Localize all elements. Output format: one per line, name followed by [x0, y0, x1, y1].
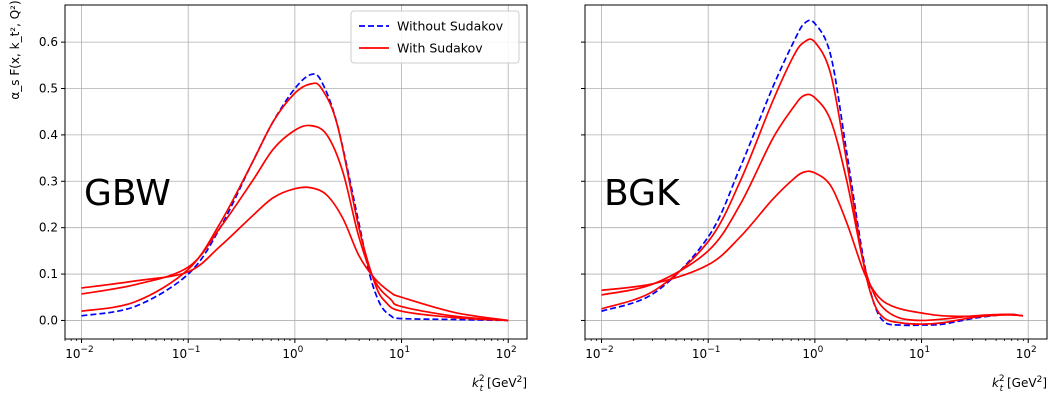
y-tick-label: 0.0	[39, 313, 58, 327]
with-sudakov-line-1	[81, 82, 509, 322]
x-tick-label: 101	[389, 345, 410, 361]
series-group	[81, 73, 509, 322]
y-tick-label: 0.6	[39, 35, 58, 49]
y-tick-label: 0.4	[39, 128, 58, 142]
x-tick-label: 102	[1016, 345, 1037, 361]
panel-label: GBW	[84, 173, 171, 214]
x-tick-label: 101	[909, 345, 930, 361]
y-axis: 0.0 0.1 0.2 0.3 0.4 0.5 0.6	[39, 35, 65, 327]
x-axis: 10−2 10−1 100 101 102	[64, 339, 517, 361]
legend-box	[350, 10, 520, 64]
x-tick-label: 102	[496, 345, 517, 361]
x-tick-label: 100	[282, 345, 303, 361]
y-axis-label: α_s F(x, k_t², Q²)	[8, 0, 22, 99]
without-sudakov-line-0	[601, 19, 1023, 327]
x-tick-label: 100	[802, 345, 823, 361]
x-axis-label: k2 t [GeV2]	[992, 374, 1047, 394]
with-sudakov-line-2	[81, 124, 509, 322]
grid	[585, 5, 1047, 339]
x-tick-label: 10−1	[692, 345, 721, 361]
axes-frame	[64, 4, 528, 340]
x-tick-label: 10−2	[65, 345, 94, 361]
with-sudakov-line-2	[601, 93, 1023, 322]
y-tick-label: 0.5	[39, 82, 58, 96]
x-tick-label: 10−2	[585, 345, 614, 361]
series-group	[601, 19, 1023, 327]
x-axis-label: k2 t [GeV2]	[472, 374, 527, 394]
chart-panel-gbw: 0.0 0.1 0.2 0.3 0.4 0.5 0.6 10−2 10−1 100 101 102 k2…	[8, 0, 528, 394]
y-axis	[581, 41, 585, 321]
axes-frame	[584, 4, 1048, 340]
legend: Without Sudakov With Sudakov	[350, 10, 520, 64]
panel-label: BGK	[604, 173, 681, 214]
y-tick-label: 0.3	[39, 174, 58, 188]
grid	[65, 5, 527, 339]
chart-panel-bgk: 10−2 10−1 100 101 102 k2 t [GeV2] BGK	[581, 4, 1048, 394]
without-sudakov-line-0	[81, 73, 509, 322]
with-sudakov-line-1	[601, 38, 1023, 326]
x-tick-label: 10−1	[172, 345, 201, 361]
y-tick-label: 0.2	[39, 221, 58, 235]
x-axis: 10−2 10−1 100 101 102	[584, 339, 1037, 361]
y-tick-label: 0.1	[39, 267, 58, 281]
with-sudakov-line-3	[81, 186, 509, 322]
with-sudakov-line-3	[601, 170, 1023, 318]
legend-label: Without Sudakov	[397, 19, 504, 34]
legend-label: With Sudakov	[397, 41, 483, 56]
